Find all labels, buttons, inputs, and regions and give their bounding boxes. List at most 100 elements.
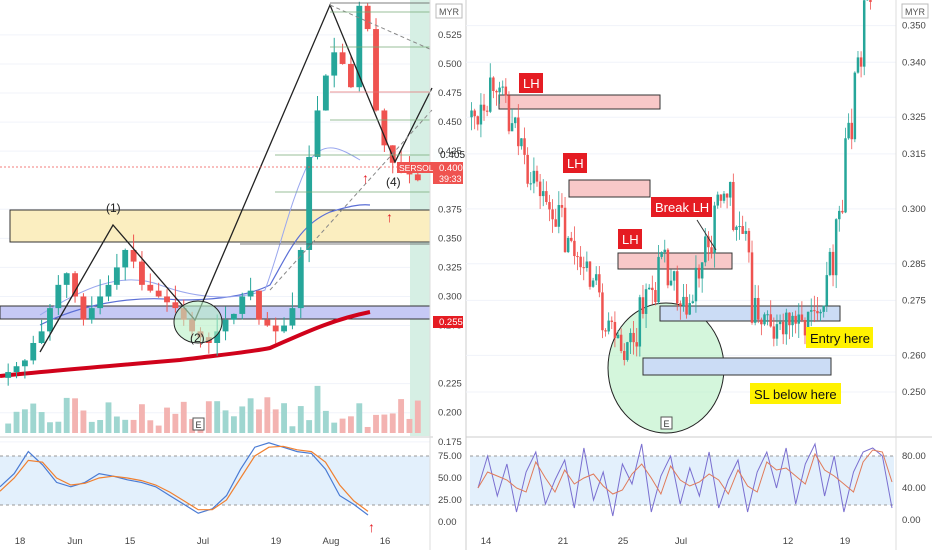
candle-body [592,280,594,286]
y-tick-label: 0.200 [438,408,462,419]
candle-body [632,333,634,342]
volume-bar [223,410,229,433]
candle-body [520,138,522,146]
candle-body [340,52,346,64]
candle-body [89,308,95,320]
volume-bar [156,426,162,433]
candle-body [106,285,112,297]
candle-body [626,342,628,360]
volume-bar [239,406,245,433]
candle-body [564,208,566,252]
y-tick-label: 0.325 [902,112,926,123]
candle-body [819,312,821,313]
y-tick-label: 0.525 [438,30,462,41]
volume-bar [64,398,70,433]
candle-body [470,111,472,118]
candle-body [489,78,491,112]
lh-label-2: LH [567,156,584,171]
volume-bar [147,420,153,433]
candle-body [773,326,775,338]
x-tick-label: 25 [618,536,629,547]
candle-body [582,267,584,268]
volume-bar [281,403,287,433]
candle-body [822,306,824,312]
volume-bar [365,427,371,433]
candle-body [595,274,597,280]
candle-body [365,6,371,29]
candle-body [629,333,631,342]
y-tick-label: 0.325 [438,262,462,273]
volume-bar [206,401,212,433]
candle-body [748,231,750,252]
candle-body [841,211,843,213]
up-arrow-icon: ↑ [362,170,369,186]
candle-body [735,227,737,230]
currency-label: MYR [905,7,926,17]
right-pane: LH LH Break LH LH Entry here SL below he… [466,0,932,550]
wave-label-2: (2) [190,331,205,345]
candle-body [726,194,728,198]
candle-body [766,314,768,315]
volume-bar [181,402,187,433]
candle-body [248,291,254,297]
candle-body [323,76,329,111]
candle-body [579,257,581,267]
candle-body [791,316,793,325]
volume-bar [39,412,45,433]
volume-bar [340,419,346,433]
y-tick-label: 0.375 [438,204,462,215]
volume-bar [273,409,279,433]
earnings-marker-label: E [664,419,670,429]
wave-label-1: (1) [106,201,121,215]
volume-bar [106,402,112,433]
candle-body [156,291,162,297]
candle-body [598,274,600,292]
lh-label-3: LH [622,232,639,247]
y-tick-label: 0.225 [438,379,462,390]
entry-label: Entry here [810,331,870,346]
candle-body [676,271,678,303]
volume-bar [264,397,270,433]
candle-body [720,195,722,201]
candle-body [306,157,312,250]
y-tick-label: 0.450 [438,117,462,128]
x-tick-label: Aug [323,536,340,547]
y-tick-label: 0.350 [438,233,462,244]
candle-body [551,209,553,219]
candle-body [495,91,497,92]
y-tick-label: 0.475 [438,88,462,99]
candle-body [751,252,753,322]
volume-bar [348,416,354,433]
volume-bar [323,411,329,433]
lh-label-1: LH [523,76,540,91]
candle-body [539,182,541,196]
candle-body [514,118,516,124]
candle-body [97,296,103,308]
candle-body [147,285,153,291]
candle-body [745,231,747,234]
candle-body [794,316,796,324]
candle-body [498,88,500,93]
candle-body [331,52,337,75]
candle-body [782,322,784,334]
volume-bar [398,399,404,433]
candle-body [645,289,647,314]
candle-body [785,313,787,335]
candle-body [273,326,279,332]
candle-body [698,268,700,279]
osc-tick-label: 0.00 [438,517,457,528]
candle-body [679,303,681,306]
candle-body [14,366,20,372]
volume-bar [30,404,36,433]
osc-tick-label: 0.00 [902,515,921,526]
up-arrow-icon: ↑ [386,209,393,225]
y-tick-label: 0.175 [438,437,462,448]
candle-body [122,250,128,267]
sl-label: SL below here [754,387,837,402]
candle-body [567,238,569,252]
candle-body [757,298,759,320]
volume-bar [139,404,145,433]
candle-body [589,261,591,286]
candle-body [798,314,800,323]
y-tick-label: 0.500 [438,59,462,70]
